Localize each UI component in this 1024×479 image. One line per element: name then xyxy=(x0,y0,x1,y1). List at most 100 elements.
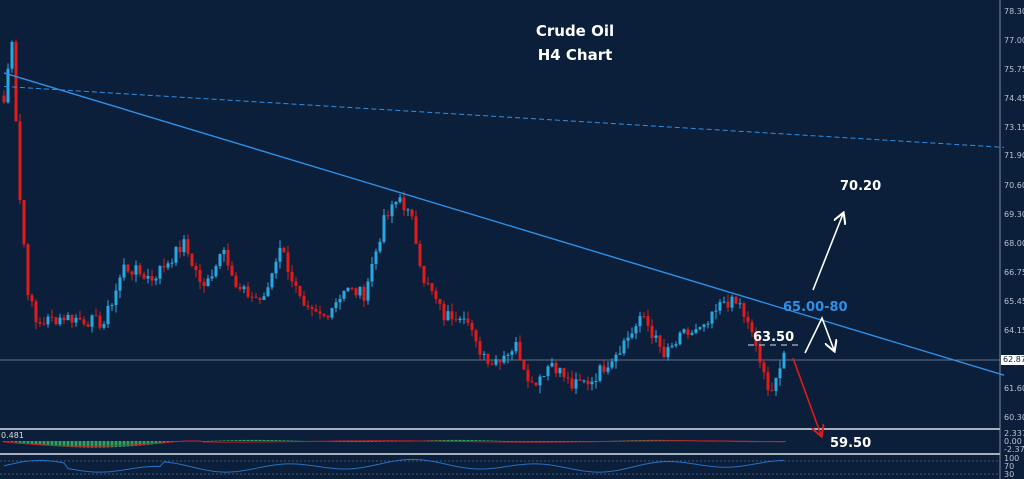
candle-body xyxy=(14,42,18,122)
chart-subtitle: H4 Chart xyxy=(537,46,613,64)
candle-body xyxy=(430,283,434,291)
candle-body xyxy=(22,200,26,245)
macd-bar xyxy=(42,441,46,446)
candle-body xyxy=(106,305,110,325)
candle-body xyxy=(490,363,494,365)
candle-body xyxy=(630,333,634,338)
macd-bar xyxy=(130,441,134,447)
y-tick-label: 69.30 xyxy=(1004,210,1024,220)
macd-bar xyxy=(2,441,6,442)
macd-bar xyxy=(390,441,394,442)
macd-bar xyxy=(86,441,90,448)
macd-bar xyxy=(438,440,442,441)
y-tick-label: 73.15 xyxy=(1004,123,1024,133)
candle-body xyxy=(134,265,138,275)
candle-body xyxy=(250,296,254,298)
macd-bar xyxy=(474,440,478,441)
candle-body xyxy=(166,263,170,268)
macd-bar xyxy=(286,440,290,442)
solid-trendline xyxy=(3,72,1005,376)
macd-bar xyxy=(514,441,518,442)
macd-bar xyxy=(502,440,506,442)
candle-body xyxy=(526,369,530,382)
candle-body xyxy=(462,318,466,320)
candle-body xyxy=(474,330,478,342)
candle-body xyxy=(350,287,354,289)
macd-bar xyxy=(486,440,490,441)
candle-body xyxy=(110,304,114,306)
macd-bar xyxy=(58,441,62,447)
candle-body xyxy=(26,244,30,296)
candle-body xyxy=(398,197,402,203)
candle-body xyxy=(38,322,42,324)
candle-body xyxy=(570,378,574,389)
macd-bar xyxy=(434,440,438,441)
macd-bar xyxy=(454,439,458,441)
candle-body xyxy=(566,377,570,379)
candle-body xyxy=(270,273,274,288)
candle-body xyxy=(82,319,86,325)
macd-bar xyxy=(530,441,534,442)
candle-body xyxy=(278,247,282,262)
macd-bar xyxy=(102,441,106,448)
resistance-zone-label: 65.00-80 xyxy=(783,300,848,315)
candle-body xyxy=(470,322,474,331)
target-up-label: 70.20 xyxy=(840,179,882,194)
candle-body xyxy=(62,317,66,321)
macd-bar xyxy=(14,441,18,443)
macd-bar xyxy=(366,441,370,443)
macd-bar xyxy=(522,441,526,442)
macd-bar xyxy=(462,439,466,441)
candle-body xyxy=(30,295,34,302)
macd-bar xyxy=(346,441,350,443)
candle-body xyxy=(142,274,146,279)
candle-body xyxy=(130,271,134,275)
candle-body xyxy=(54,317,58,325)
macd-bar xyxy=(350,441,354,443)
macd-bar xyxy=(122,441,126,447)
candle-body xyxy=(246,286,250,297)
candle-body xyxy=(450,311,454,320)
candle-body xyxy=(194,265,198,271)
candle-body xyxy=(646,316,650,326)
macd-bar xyxy=(478,440,482,441)
down-arrow xyxy=(792,357,821,435)
candle-body xyxy=(466,318,470,323)
candle-body xyxy=(186,239,190,254)
macd-bar xyxy=(282,440,286,441)
macd-bar xyxy=(10,441,14,442)
candle-body xyxy=(562,368,566,378)
candle-body xyxy=(338,298,342,303)
up-arrow xyxy=(812,214,843,291)
candle-body xyxy=(122,264,126,278)
candle-body xyxy=(758,345,762,363)
macd-bar xyxy=(354,441,358,443)
macd-bar xyxy=(138,441,142,446)
candle-body xyxy=(266,287,270,297)
macd-bar xyxy=(246,439,250,441)
candle-body xyxy=(42,323,46,325)
candle-body xyxy=(694,329,698,333)
candle-body xyxy=(454,319,458,321)
candle-body xyxy=(262,296,266,300)
candle-body xyxy=(670,345,674,348)
candle-body xyxy=(706,323,710,325)
macd-bar xyxy=(538,441,542,442)
y-tick-label: 71.90 xyxy=(1004,151,1024,161)
macd-bar xyxy=(18,441,22,443)
candle-body xyxy=(654,335,658,338)
candle-body xyxy=(410,209,414,217)
candle-body xyxy=(514,341,518,352)
candle-body xyxy=(74,317,78,323)
candle-body xyxy=(374,251,378,264)
macd-bar xyxy=(382,441,386,442)
macd-bar xyxy=(534,441,538,442)
y-tick-label: 77.00 xyxy=(1004,36,1024,46)
macd-bar xyxy=(146,441,150,445)
macd-bar xyxy=(30,441,34,445)
macd-bar xyxy=(362,441,366,443)
candle-body xyxy=(642,316,646,318)
candle-body xyxy=(702,324,706,328)
